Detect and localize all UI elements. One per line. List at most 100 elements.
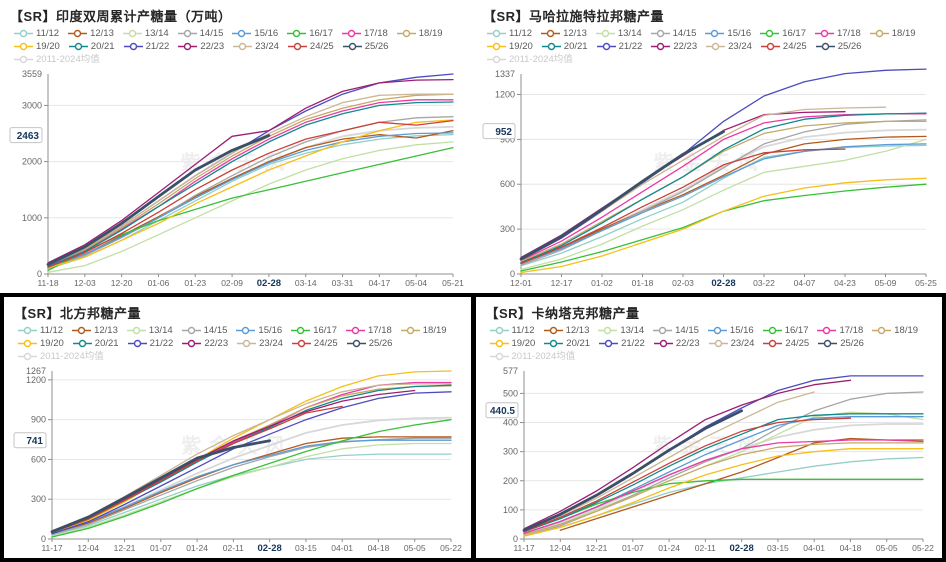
legend-item-21-22[interactable]: 21/22 xyxy=(123,41,169,52)
series-line-24-25[interactable] xyxy=(520,148,846,265)
legend-item-15-16[interactable]: 15/16 xyxy=(705,28,751,39)
legend-item-12-13[interactable]: 12/13 xyxy=(72,325,118,336)
legend-item-20-21[interactable]: 20/21 xyxy=(68,41,115,52)
legend-item-mean[interactable]: 2011-2024均值 xyxy=(489,351,575,362)
series-line-12-13[interactable] xyxy=(51,436,452,535)
series-line-22-23[interactable] xyxy=(522,379,851,530)
legend-item-24-25[interactable]: 24/25 xyxy=(763,338,809,349)
legend-item-11-12[interactable]: 11/12 xyxy=(18,325,63,336)
series-line-15-16[interactable] xyxy=(51,439,452,534)
legend-item-16-17[interactable]: 16/17 xyxy=(291,325,337,336)
legend-item-19-20[interactable]: 19/20 xyxy=(487,41,533,52)
legend-item-19-20[interactable]: 19/20 xyxy=(489,338,535,349)
series-line-17-18[interactable] xyxy=(47,99,454,267)
legend-item-21-22[interactable]: 21/22 xyxy=(599,338,645,349)
series-line-18-19[interactable] xyxy=(520,120,927,262)
legend-item-21-22[interactable]: 21/22 xyxy=(596,41,642,52)
legend-item-16-17[interactable]: 16/17 xyxy=(760,28,806,39)
legend-item-14-15[interactable]: 14/15 xyxy=(653,325,699,336)
series-line-24-25[interactable] xyxy=(51,405,343,534)
series-line-25-26[interactable] xyxy=(50,439,271,534)
series-line-25-26[interactable] xyxy=(522,409,743,532)
legend-item-11-12[interactable]: 11/12 xyxy=(14,28,59,39)
legend-item-24-25[interactable]: 24/25 xyxy=(287,41,334,52)
series-line-15-16[interactable] xyxy=(520,143,927,265)
series-line-13-14[interactable] xyxy=(47,141,454,273)
series-line-19-20[interactable] xyxy=(522,448,924,537)
legend-item-17-18[interactable]: 17/18 xyxy=(341,28,388,39)
series-line-15-16[interactable] xyxy=(47,132,454,268)
legend-item-18-19[interactable]: 18/19 xyxy=(396,28,443,39)
legend-item-21-22[interactable]: 21/22 xyxy=(127,338,173,349)
series-line-11-12[interactable] xyxy=(47,133,454,270)
series-line-16-17[interactable] xyxy=(47,146,454,272)
series-line-13-14[interactable] xyxy=(522,411,924,536)
legend-item-24-25[interactable]: 24/25 xyxy=(291,338,338,349)
legend-item-17-18[interactable]: 17/18 xyxy=(345,325,392,336)
series-line-22-23[interactable] xyxy=(47,78,454,264)
legend-item-18-19[interactable]: 18/19 xyxy=(872,325,918,336)
legend-item-12-13[interactable]: 12/13 xyxy=(541,28,587,39)
legend-item-13-14[interactable]: 13/14 xyxy=(598,325,644,336)
legend-item-22-23[interactable]: 22/23 xyxy=(651,41,697,52)
series-line-18-19[interactable] xyxy=(47,93,454,267)
legend-item-mean[interactable]: 2011-2024均值 xyxy=(18,351,104,362)
legend-item-mean[interactable]: 2011-2024均值 xyxy=(14,54,100,65)
series-line-12-13[interactable] xyxy=(559,437,924,531)
series-line-23-24[interactable] xyxy=(522,391,815,531)
series-line-19-20[interactable] xyxy=(47,119,454,269)
series-line-20-21[interactable] xyxy=(47,101,454,268)
legend-item-25-26[interactable]: 25/26 xyxy=(342,41,388,52)
series-line-16-17[interactable] xyxy=(51,419,452,538)
legend-item-20-21[interactable]: 20/21 xyxy=(541,41,588,52)
series-line-16-17[interactable] xyxy=(520,183,927,272)
series-line-25-26[interactable] xyxy=(46,134,271,266)
legend-item-16-17[interactable]: 16/17 xyxy=(287,28,333,39)
legend-item-mean[interactable]: 2011-2024均值 xyxy=(487,54,573,65)
series-line-14-15[interactable] xyxy=(51,437,452,536)
legend-item-23-24[interactable]: 23/24 xyxy=(237,338,283,349)
legend-item-22-23[interactable]: 22/23 xyxy=(182,338,228,349)
legend-item-17-18[interactable]: 17/18 xyxy=(814,28,861,39)
legend-item-17-18[interactable]: 17/18 xyxy=(817,325,863,336)
legend-item-20-21[interactable]: 20/21 xyxy=(72,338,119,349)
legend-item-11-12[interactable]: 11/12 xyxy=(489,325,535,336)
legend-item-23-24[interactable]: 23/24 xyxy=(708,338,754,349)
series-line-18-19[interactable] xyxy=(522,442,924,536)
legend-item-19-20[interactable]: 19/20 xyxy=(14,41,60,52)
legend-item-22-23[interactable]: 22/23 xyxy=(178,41,224,52)
legend-item-14-15[interactable]: 14/15 xyxy=(181,325,227,336)
legend-item-23-24[interactable]: 23/24 xyxy=(706,41,752,52)
legend-item-13-14[interactable]: 13/14 xyxy=(122,28,169,39)
series-line-11-12[interactable] xyxy=(520,144,927,267)
legend-item-20-21[interactable]: 20/21 xyxy=(544,338,590,349)
legend-item-15-16[interactable]: 15/16 xyxy=(707,325,754,336)
legend-item-18-19[interactable]: 18/19 xyxy=(869,28,916,39)
legend-item-13-14[interactable]: 13/14 xyxy=(126,325,173,336)
series-line-20-21[interactable] xyxy=(522,413,924,533)
legend-item-15-16[interactable]: 15/16 xyxy=(232,28,278,39)
legend-item-13-14[interactable]: 13/14 xyxy=(595,28,642,39)
legend-item-23-24[interactable]: 23/24 xyxy=(233,41,279,52)
legend-item-15-16[interactable]: 15/16 xyxy=(236,325,282,336)
legend-item-24-25[interactable]: 24/25 xyxy=(760,41,807,52)
series-line-12-13[interactable] xyxy=(520,135,927,263)
legend-item-25-26[interactable]: 25/26 xyxy=(346,338,392,349)
legend-item-19-20[interactable]: 19/20 xyxy=(18,338,64,349)
series-line-13-14[interactable] xyxy=(51,442,452,537)
series-line-12-13[interactable] xyxy=(47,130,454,268)
series-line-19-20[interactable] xyxy=(520,177,927,274)
series-line-11-12[interactable] xyxy=(51,453,452,536)
series-line-24-25[interactable] xyxy=(522,417,851,533)
series-line-25-26[interactable] xyxy=(519,130,725,261)
series-line-17-18[interactable] xyxy=(522,439,924,534)
series-line-16-17[interactable] xyxy=(522,478,924,533)
legend-item-12-13[interactable]: 12/13 xyxy=(68,28,114,39)
legend-item-12-13[interactable]: 12/13 xyxy=(543,325,589,336)
series-line-19-20[interactable] xyxy=(51,370,452,534)
legend-item-25-26[interactable]: 25/26 xyxy=(818,338,864,349)
legend-item-16-17[interactable]: 16/17 xyxy=(762,325,808,336)
series-line-13-14[interactable] xyxy=(520,138,927,271)
series-line-20-21[interactable] xyxy=(520,112,927,264)
series-line-23-24[interactable] xyxy=(47,93,454,266)
